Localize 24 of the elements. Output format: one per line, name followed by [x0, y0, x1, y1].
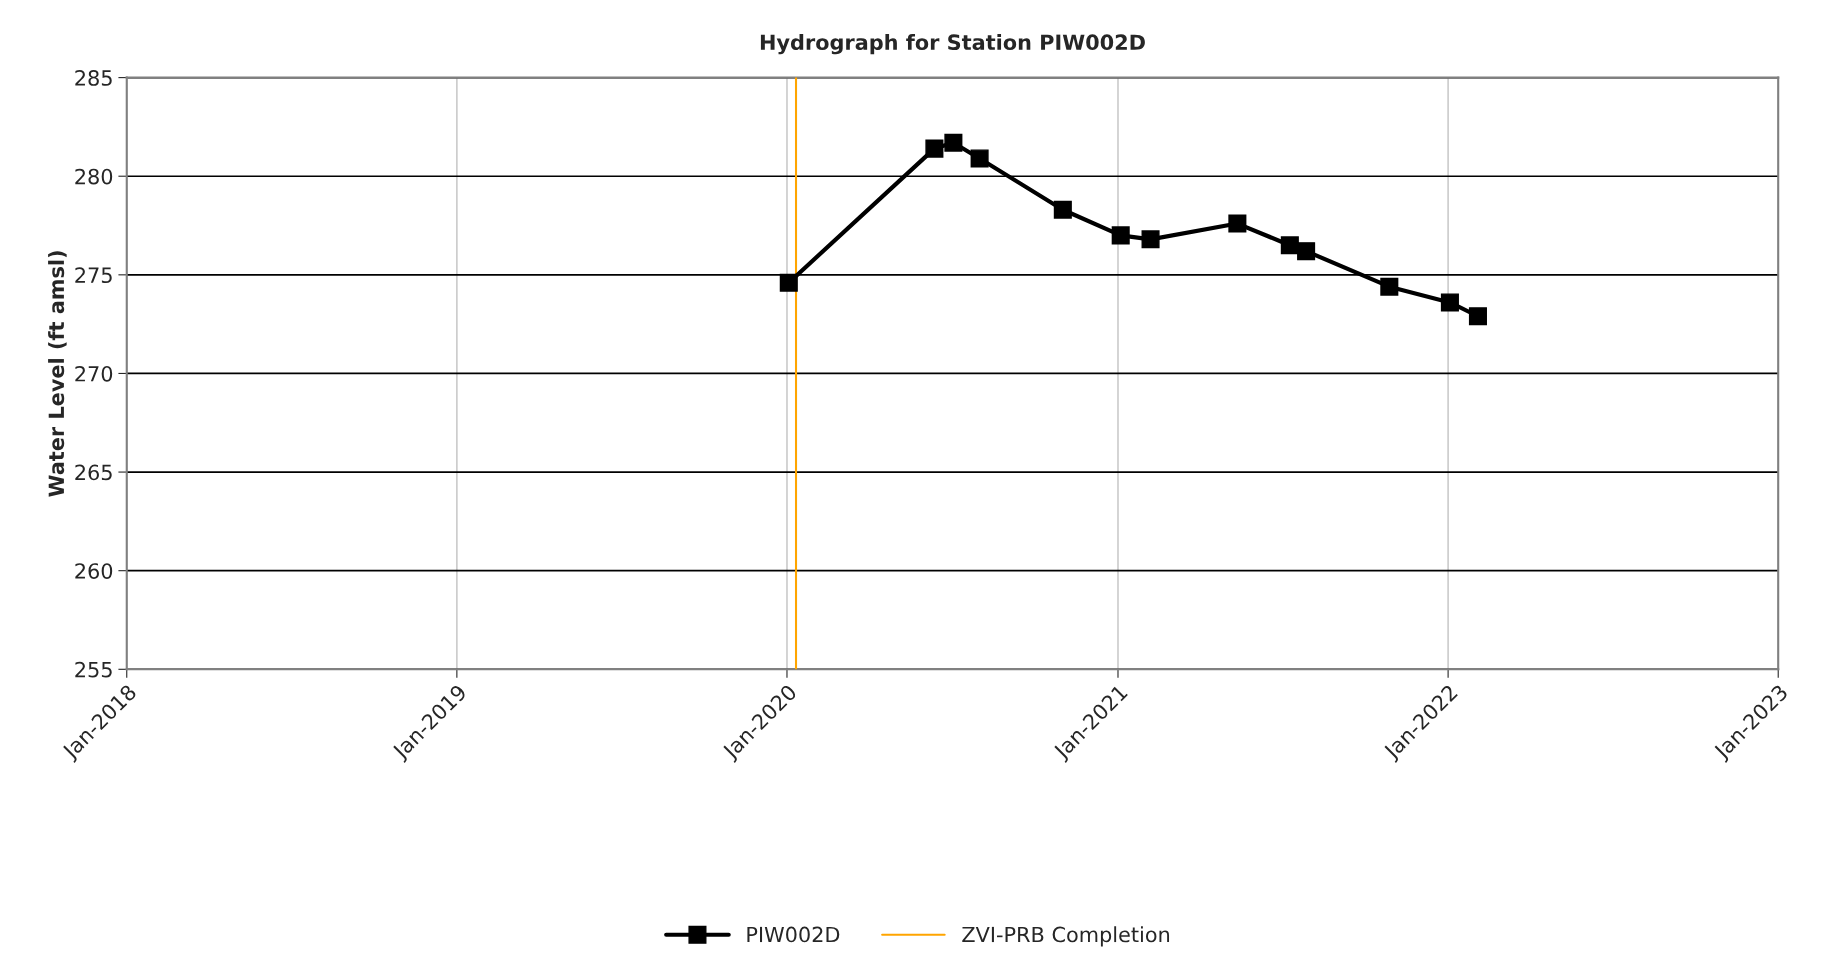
y-tick-label: 285	[75, 70, 112, 86]
point	[1440, 293, 1459, 312]
legend-label: ZVI-PRB Completion	[962, 926, 1170, 947]
point	[925, 139, 944, 158]
y-axis-title: Water Level (ft amsl)	[48, 251, 67, 497]
point	[1297, 242, 1316, 261]
y-tick-label: 280	[75, 168, 113, 185]
point	[779, 273, 798, 292]
y-tick-label: 270	[75, 365, 113, 382]
y-tick-label: 275	[75, 267, 112, 284]
point	[944, 133, 963, 152]
y-tick-label: 260	[75, 563, 113, 579]
point	[1141, 230, 1160, 249]
point	[1228, 214, 1247, 233]
y-tick-label: 265	[75, 464, 112, 481]
point	[1053, 200, 1072, 219]
point	[1468, 307, 1487, 326]
chart-title: Hydrograph for Station PIW002D	[760, 33, 1145, 55]
point	[970, 149, 989, 168]
point	[1111, 226, 1130, 245]
y-tick-label: 255	[75, 661, 112, 678]
legend-label: PIW002D	[747, 926, 840, 943]
point	[1380, 277, 1399, 296]
point	[1280, 236, 1299, 255]
